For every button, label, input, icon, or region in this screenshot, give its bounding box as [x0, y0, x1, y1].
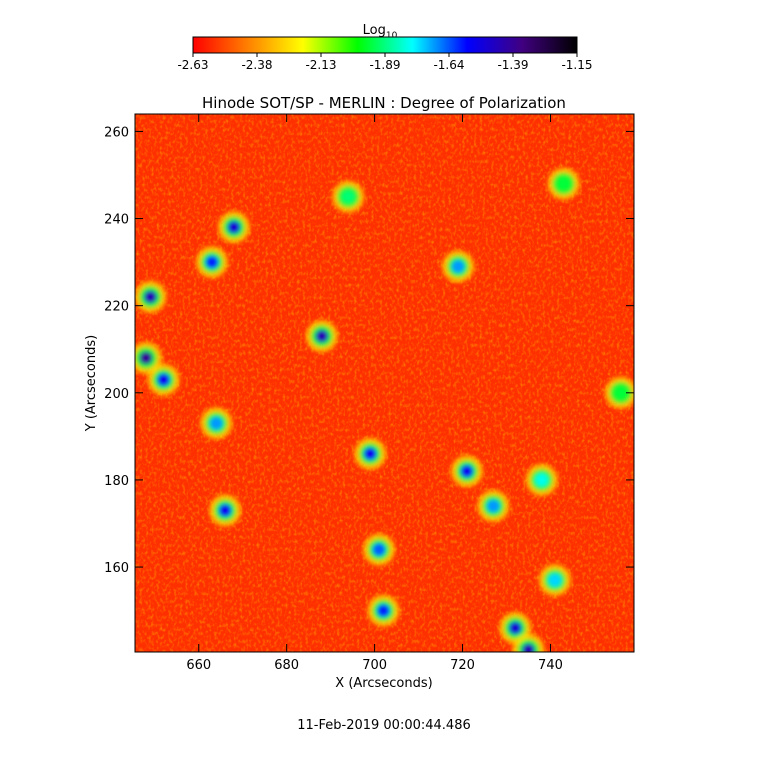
feature-core — [341, 190, 355, 204]
y-tick-label: 160 — [104, 561, 129, 576]
polarization-features — [135, 167, 634, 652]
feature-core — [508, 621, 522, 635]
feature-core — [315, 329, 329, 343]
colorbar-tick-label: -2.63 — [177, 58, 208, 72]
feature-core — [205, 255, 219, 269]
colorbar-tick-label: -2.13 — [305, 58, 336, 72]
x-tick-label: 740 — [538, 658, 563, 673]
colorbar-title: Log10 — [363, 23, 398, 41]
feature-core — [614, 386, 628, 400]
y-tick-label: 240 — [104, 213, 129, 228]
feature-core — [372, 543, 386, 557]
feature-core — [557, 177, 571, 191]
plot-frame — [134, 113, 635, 653]
feature-core — [460, 464, 474, 478]
feature-core — [451, 259, 465, 273]
feature-core — [209, 416, 223, 430]
y-axis-label: Y (Arcseconds) — [84, 335, 99, 432]
x-tick-label: 660 — [186, 658, 211, 673]
colorbar — [192, 36, 578, 54]
colorbar-tick-label: -2.38 — [241, 58, 272, 72]
feature-core — [535, 473, 549, 487]
y-tick-label: 180 — [104, 474, 129, 489]
feature-core — [486, 499, 500, 513]
x-axis-label: X (Arcseconds) — [335, 676, 432, 691]
x-tick-label: 680 — [274, 658, 299, 673]
feature-core — [157, 373, 171, 387]
y-tick-label: 200 — [104, 387, 129, 402]
colorbar-tick-label: -1.89 — [369, 58, 400, 72]
feature-core — [363, 447, 377, 461]
x-tick-label: 700 — [362, 658, 387, 673]
colorbar-tick-label: -1.64 — [433, 58, 464, 72]
y-tick-label: 220 — [104, 300, 129, 315]
x-axis: 660 680 700 720 740 — [186, 114, 563, 673]
colorbar-tick-label: -1.39 — [497, 58, 528, 72]
feature-core — [218, 503, 232, 517]
feature-core — [143, 290, 157, 304]
feature-core — [548, 573, 562, 587]
x-tick-label: 720 — [450, 658, 475, 673]
heatmap-image — [135, 114, 634, 652]
y-axis: 160 180 200 220 240 260 — [104, 125, 634, 576]
colorbar-tick-label: -1.15 — [561, 58, 592, 72]
timestamp: 11-Feb-2019 00:00:44.486 — [297, 718, 471, 733]
colorbar-ticks: -2.63 -2.38 -2.13 -1.89 -1.64 -1.39 -1.15 — [177, 53, 593, 72]
chart-title: Hinode SOT/SP - MERLIN : Degree of Polar… — [202, 94, 566, 112]
feature-core — [376, 604, 390, 618]
feature-core — [227, 220, 241, 234]
y-tick-label: 260 — [104, 125, 129, 140]
feature-core — [139, 351, 153, 365]
feature-core — [521, 643, 535, 652]
